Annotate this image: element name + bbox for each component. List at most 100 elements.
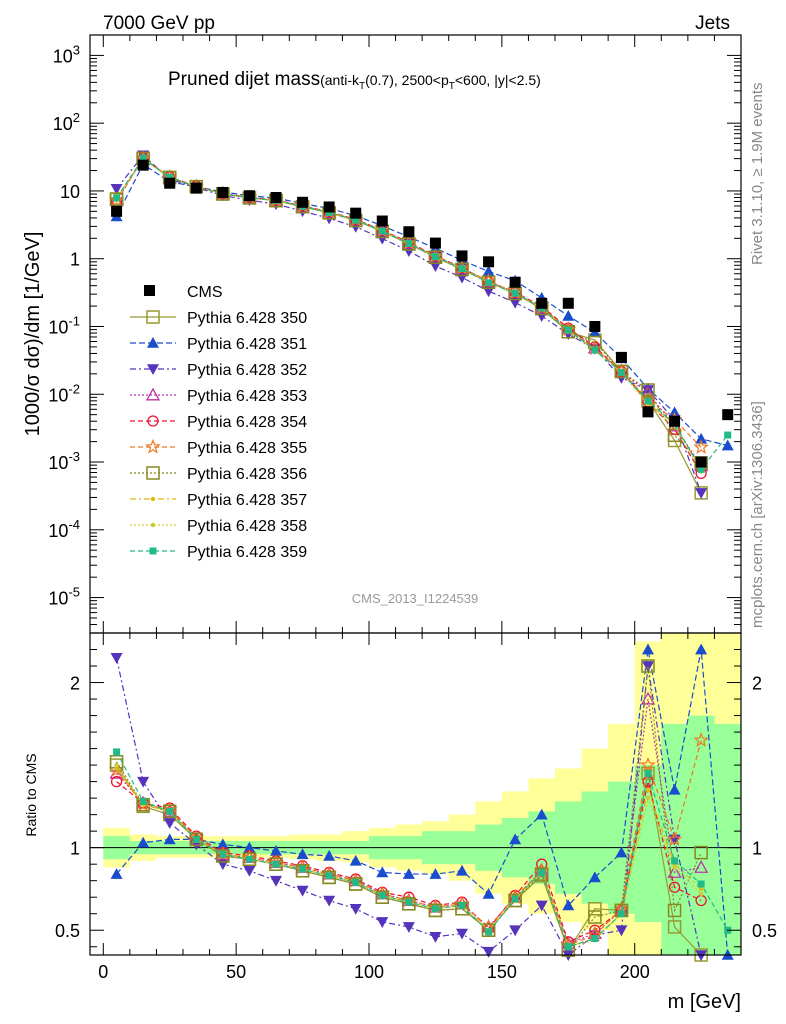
series-point-ratio-p351 — [163, 833, 176, 845]
series-point-main-p351 — [562, 309, 575, 321]
series-point-ratio-p355 — [666, 831, 683, 847]
legend-label-p354: Pythia 6.428 354 — [187, 414, 307, 431]
series-point-main-p359 — [617, 368, 625, 376]
y-tick-label-main: 10-3 — [48, 449, 80, 473]
series-point-ratio-p358 — [672, 865, 677, 870]
series-point-ratio-p350 — [667, 920, 682, 934]
series-point-ratio-p359 — [219, 850, 227, 858]
series-point-main-p356 — [455, 262, 469, 277]
series-point-ratio-p355 — [135, 796, 151, 812]
series-line-ratio-p359 — [116, 751, 729, 948]
series-point-ratio-p359 — [564, 943, 572, 951]
series-point-main-p359 — [405, 240, 413, 248]
series-point-main-p359 — [378, 227, 386, 235]
series-point-main-p359 — [458, 265, 466, 273]
series-line-ratio-p352 — [115, 657, 702, 956]
series-point-ratio-p356 — [162, 804, 177, 819]
legend-marker-p358 — [150, 522, 156, 528]
data-point-cms — [589, 320, 601, 332]
series-point-main-p355 — [108, 191, 125, 207]
data-point-cms — [403, 226, 415, 238]
legend-label-p358: Pythia 6.428 358 — [187, 518, 307, 535]
series-point-main-p356 — [402, 237, 416, 251]
series-point-ratio-p358 — [114, 762, 119, 768]
data-point-cms — [509, 276, 521, 288]
y-tick-label-ratio-right: 2 — [752, 674, 762, 694]
legend-marker-p350 — [146, 310, 160, 324]
data-point-cms — [323, 201, 335, 213]
series-point-ratio-p356 — [242, 852, 257, 866]
data-layer — [111, 159, 734, 468]
data-point-cms — [483, 256, 495, 268]
series-point-ratio-p352 — [429, 932, 442, 943]
series-point-ratio-p356 — [481, 923, 496, 937]
y-axis-label-main: 1000/σ dσ)/dm [1/GeV] — [22, 232, 44, 437]
series-point-ratio-p351 — [429, 868, 442, 879]
series-point-ratio-p351 — [402, 868, 415, 879]
legend-marker-p351 — [147, 337, 159, 348]
series-point-ratio-p356 — [348, 877, 363, 891]
legend-marker-p356 — [146, 466, 160, 480]
series-line-ratio-p357 — [116, 768, 702, 948]
legend-marker-p359 — [149, 547, 157, 555]
data-point-cms — [456, 250, 468, 262]
legend-marker-p354 — [147, 415, 159, 427]
series-point-ratio-p359 — [671, 857, 679, 865]
data-point-cms — [297, 196, 309, 208]
y-tick-label-ratio: 2 — [70, 674, 80, 694]
series-point-main-p355 — [693, 439, 709, 454]
series-point-main-p359 — [113, 194, 121, 202]
x-tick-label: 100 — [354, 962, 384, 982]
header-left: 7000 GeV pp — [103, 13, 215, 34]
series-line-main-p358 — [116, 157, 702, 472]
series-point-ratio-p357 — [114, 766, 119, 771]
series-point-main-p352 — [482, 286, 495, 298]
series-point-main-p356 — [481, 275, 496, 289]
axes-layer: 0 50 100 150 20010-510-410-310-210-111010210… — [48, 34, 777, 982]
series-point-ratio-p351 — [110, 868, 123, 879]
series-point-ratio-p352 — [163, 818, 176, 829]
series-point-main-p359 — [485, 279, 493, 287]
series-point-ratio-p351 — [323, 849, 336, 861]
series-point-ratio-p358 — [698, 891, 704, 897]
data-point-cms — [536, 297, 548, 309]
series-point-ratio-p351 — [535, 808, 548, 820]
data-point-cms — [642, 406, 654, 418]
plot-title: Pruned dijet mass(anti-kT(0.7), 2500<pT<… — [168, 69, 541, 92]
series-point-ratio-p359 — [458, 901, 466, 909]
data-point-cms — [722, 409, 734, 421]
series-point-ratio-p359 — [485, 928, 493, 936]
legend-marker-cms — [144, 285, 155, 296]
series-point-ratio-p352 — [137, 776, 150, 788]
series-point-main-p359 — [644, 397, 652, 405]
data-point-cms — [376, 215, 388, 227]
series-point-main-p352 — [695, 488, 708, 499]
series-point-ratio-p355 — [693, 732, 709, 747]
y-tick-label-main: 10-2 — [48, 381, 80, 405]
series-point-ratio-p356 — [667, 903, 682, 918]
series-point-ratio-p352 — [376, 917, 389, 928]
legend-marker-p355 — [145, 438, 161, 454]
watermark: CMS_2013_I1224539 — [352, 591, 479, 606]
data-point-cms — [243, 190, 255, 202]
plot-title-main: Pruned dijet mass — [168, 69, 320, 90]
y-tick-label-ratio-right: 1 — [752, 839, 762, 859]
series-point-ratio-p359 — [405, 898, 413, 906]
series-point-ratio-p353 — [667, 865, 682, 878]
series-point-main-p352 — [376, 233, 389, 245]
plot-title-sub-suffix: <600, |y|<2.5) — [455, 72, 541, 88]
series-point-ratio-p359 — [617, 910, 625, 918]
series-point-ratio-p359 — [245, 855, 253, 863]
series-point-ratio-p359 — [591, 934, 599, 942]
series-point-ratio-p352 — [615, 925, 628, 937]
series-point-ratio-p356 — [428, 903, 443, 918]
data-point-cms — [429, 237, 441, 249]
bands-layer — [103, 633, 742, 955]
series-point-ratio-p351 — [137, 836, 150, 848]
data-point-cms — [137, 159, 149, 171]
series-point-ratio-p350 — [588, 902, 602, 916]
series-point-ratio-p354 — [668, 881, 681, 893]
y-tick-label-ratio: 0.5 — [55, 921, 80, 941]
series-point-ratio-p356 — [216, 849, 230, 863]
